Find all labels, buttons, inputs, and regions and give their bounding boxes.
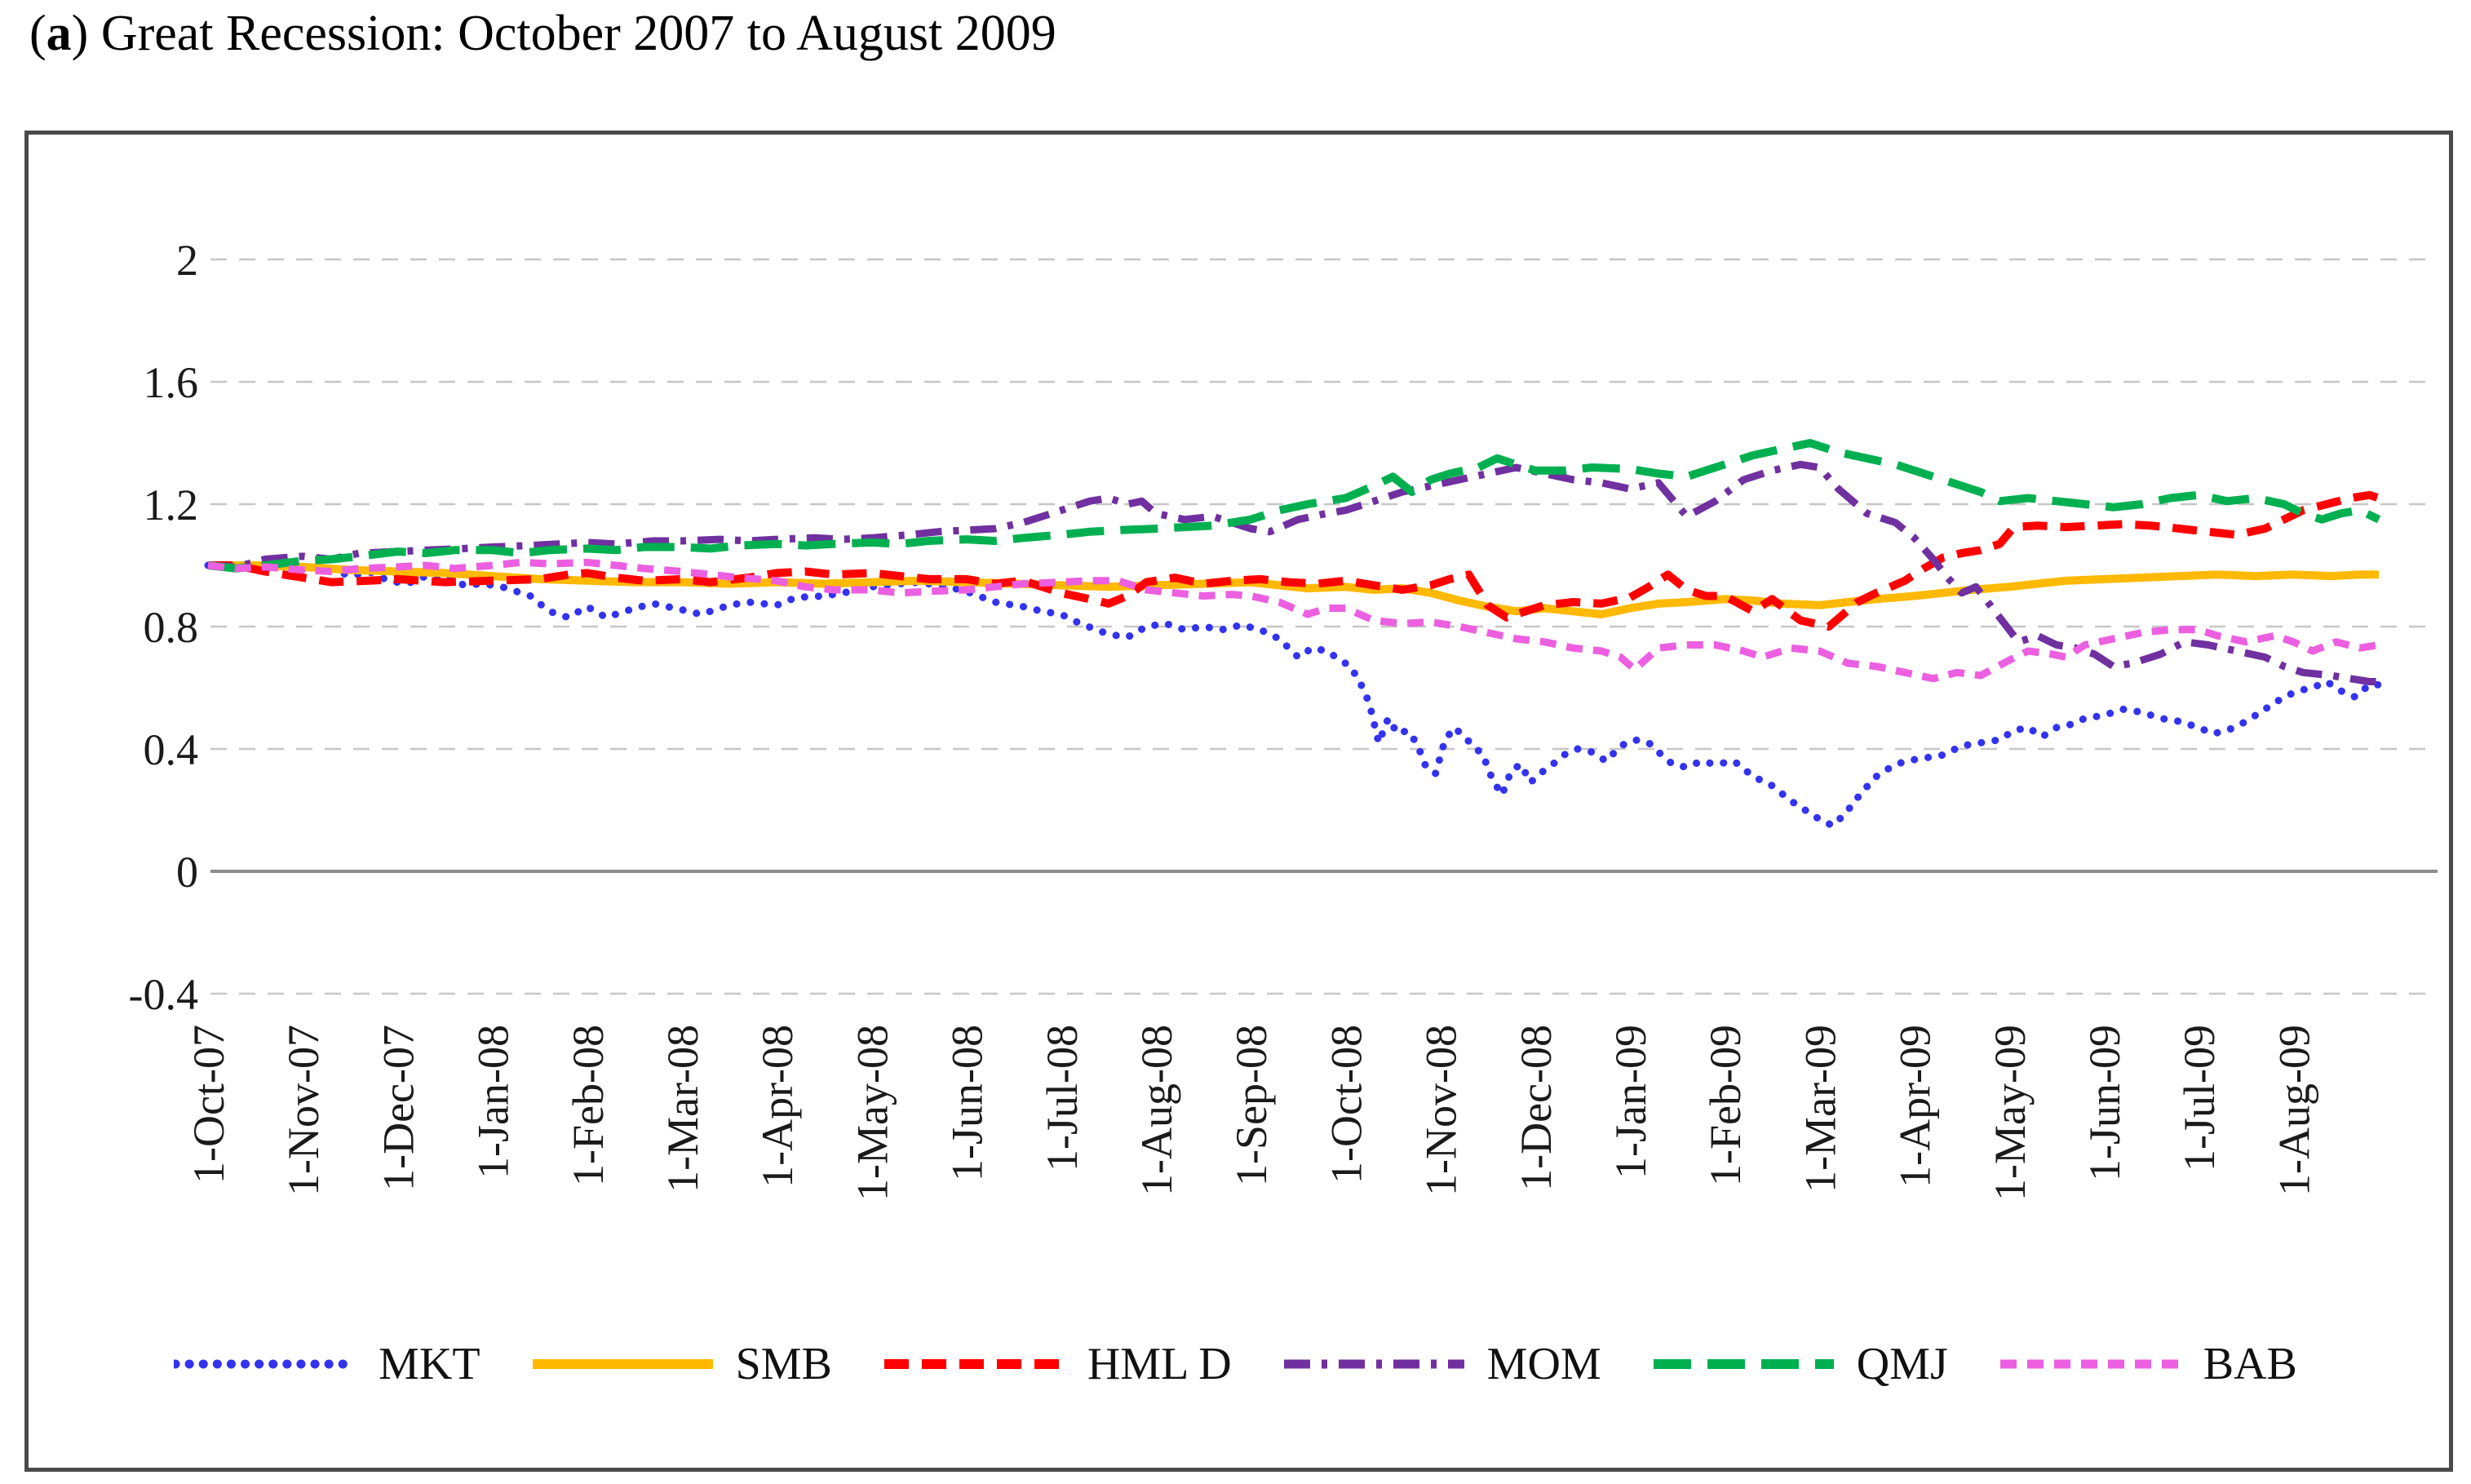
chart-frame [24, 131, 2453, 1472]
x-tick-label: 1-Dec-08 [1512, 1025, 1561, 1191]
x-tick-label: 1-Jul-09 [2175, 1025, 2224, 1172]
x-tick-label: 1-Mar-08 [658, 1025, 707, 1193]
x-tick-label: 1-Aug-08 [1132, 1025, 1181, 1196]
x-tick-label: 1-Jan-08 [469, 1025, 518, 1179]
legend-entry-MOM: MOM [1282, 1338, 1601, 1390]
x-tick-label: 1-Jan-09 [1606, 1025, 1655, 1179]
x-tick-label: 1-Apr-09 [1891, 1025, 1940, 1188]
series-line-MOM [207, 460, 2379, 685]
legend-entry-QMJ: QMJ [1652, 1338, 1948, 1390]
x-tick-label: 1-Mar-09 [1796, 1025, 1844, 1193]
legend-entry-MKT: MKT [174, 1338, 480, 1390]
x-tick-label: 1-May-08 [848, 1025, 897, 1201]
legend-entry-BAB: BAB [1999, 1338, 2297, 1390]
y-tick-label: 0.4 [144, 725, 199, 774]
legend-label-QMJ: QMJ [1856, 1339, 1948, 1389]
y-tick-label: 0.8 [144, 603, 199, 652]
title-paren-close: ) [71, 6, 89, 61]
series-line-QMJ [207, 439, 2381, 573]
y-tick-label: 1.6 [144, 358, 199, 407]
x-tick-label: 1-Oct-07 [184, 1025, 233, 1184]
x-tick-label: 1-Feb-08 [564, 1025, 613, 1186]
y-tick-label: 0 [176, 848, 198, 897]
legend-label-MKT: MKT [379, 1339, 480, 1389]
x-tick-label: 1-May-09 [1986, 1025, 2035, 1201]
title-text: Great Recession: October 2007 to August … [88, 6, 1056, 61]
legend-line-sample-SMB [532, 1359, 713, 1369]
x-tick-label: 1-Jul-08 [1038, 1025, 1087, 1172]
y-tick-label: 1.2 [144, 481, 199, 529]
legend-line-sample-BAB [1999, 1359, 2181, 1369]
y-tick-label: 2 [176, 236, 198, 285]
series-line-MKT [204, 560, 2383, 830]
legend-line-sample-MOM [1283, 1359, 1464, 1369]
x-tick-label: 1-Nov-08 [1417, 1025, 1466, 1196]
legend-label-HML-D: HML D [1087, 1339, 1232, 1389]
x-tick-label: 1-Apr-08 [753, 1025, 802, 1188]
figure-title: (a) Great Recession: October 2007 to Aug… [29, 5, 1056, 63]
legend-line-sample-HML-D [883, 1359, 1065, 1369]
series-line-HML-D [208, 490, 2380, 631]
x-tick-label: 1-Sep-08 [1227, 1025, 1276, 1186]
x-tick-label: 1-Dec-07 [374, 1025, 423, 1191]
x-tick-label: 1-Nov-07 [279, 1025, 328, 1196]
legend-label-SMB: SMB [735, 1339, 832, 1389]
title-paren-open: ( [29, 6, 46, 61]
x-tick-label: 1-Jun-08 [943, 1025, 992, 1181]
chart-legend: MKT SMB HML D MOM QMJ BAB [49, 1331, 2422, 1397]
legend-label-BAB: BAB [2203, 1339, 2297, 1389]
title-index-label: a [46, 6, 72, 61]
legend-entry-HML-D: HML D [883, 1338, 1232, 1390]
legend-line-sample-QMJ [1653, 1359, 1834, 1369]
x-tick-label: 1-Jun-09 [2080, 1025, 2129, 1181]
legend-label-MOM: MOM [1486, 1339, 1601, 1389]
legend-line-sample-MKT [174, 1359, 358, 1369]
x-tick-label: 1-Feb-09 [1701, 1025, 1750, 1186]
x-tick-label: 1-Aug-09 [2270, 1025, 2318, 1196]
y-tick-label: -0.4 [129, 970, 198, 1019]
series-line-BAB [207, 558, 2380, 683]
legend-entry-SMB: SMB [531, 1338, 832, 1390]
x-tick-label: 1-Oct-08 [1322, 1025, 1371, 1184]
